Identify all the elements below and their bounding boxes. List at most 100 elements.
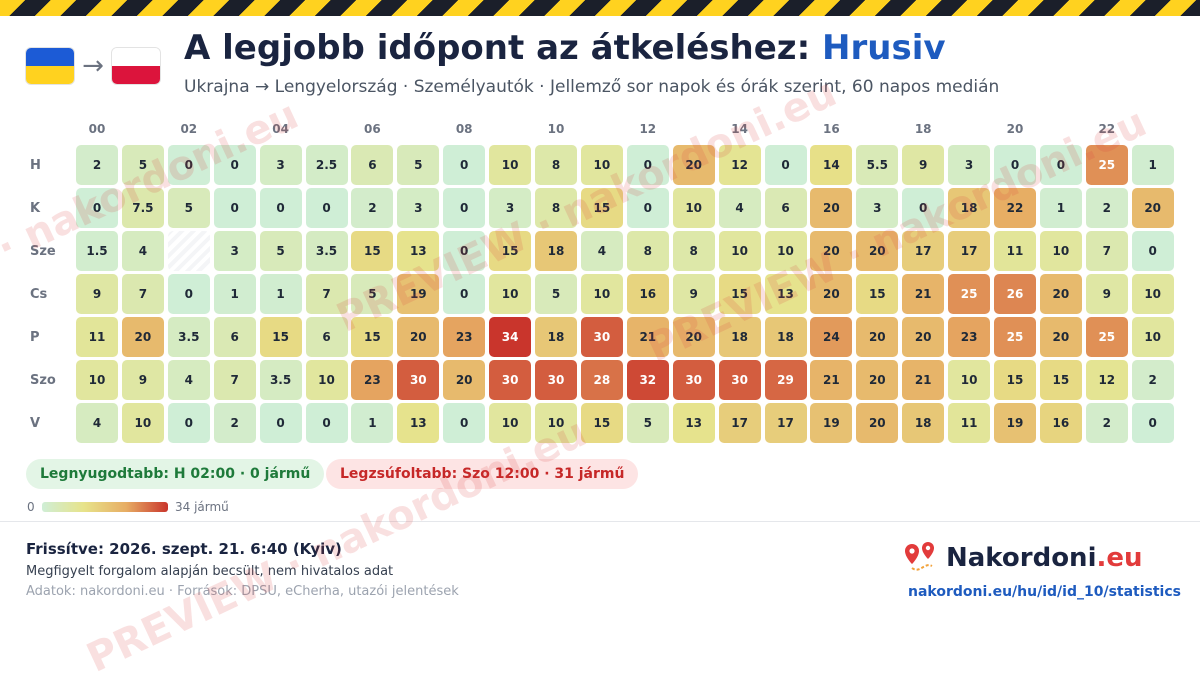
hazard-stripe [0, 0, 1200, 16]
day-tick-label: P [30, 330, 40, 345]
heatmap-cell: 7 [305, 274, 348, 314]
heatmap-cell: 2.5 [305, 145, 348, 185]
heatmap-cell: 0 [994, 145, 1036, 185]
heatmap-cell: 12 [1085, 360, 1128, 400]
heatmap-cell: 22 [994, 188, 1036, 228]
brand-name: Nakordoni.eu [946, 543, 1143, 573]
heatmap-cell: 10 [948, 360, 991, 400]
hour-tick-label: 20 [1006, 122, 1024, 136]
page-title: A legjobb időpont az átkeléshez: Hrusiv [184, 28, 946, 68]
statistics-link[interactable]: nakordoni.eu/hu/id/id_10/statistics [908, 584, 1181, 600]
heatmap-cell: 3 [948, 145, 991, 185]
hour-tick-label: 12 [639, 122, 657, 136]
heatmap-cell: 10 [718, 231, 761, 271]
heatmap-cell: 10 [1131, 274, 1174, 314]
heatmap-cell: 3.5 [305, 231, 348, 271]
route-flags: → [26, 48, 160, 84]
day-tick-label: H [30, 158, 41, 173]
heatmap-cell: 5 [167, 188, 210, 228]
heatmap-cell: 20 [1039, 274, 1082, 314]
title-prefix: A legjobb időpont az átkeléshez: [184, 28, 823, 68]
heatmap-cell: 15 [351, 317, 394, 357]
heatmap-cell: 21 [902, 360, 945, 400]
heatmap-cell: 3 [397, 188, 440, 228]
heatmap-cell: 5.5 [856, 145, 899, 185]
heatmap-cell: 0 [259, 188, 302, 228]
heatmap-cell: 10 [489, 274, 532, 314]
heatmap-cell: 0 [1131, 403, 1174, 443]
heatmap-cell: 4 [167, 360, 210, 400]
heatmap-cell: 0 [259, 403, 302, 443]
heatmap-cell: 20 [856, 403, 899, 443]
heatmap-cell: 20 [810, 231, 853, 271]
heatmap-cell: 9 [76, 274, 118, 314]
heatmap-cell: 0 [443, 274, 486, 314]
heatmap-cell: 11 [948, 403, 991, 443]
heatmap-cell: 17 [902, 231, 945, 271]
heatmap-cell: 8 [535, 188, 577, 228]
heatmap-cell: 5 [535, 274, 577, 314]
map-pin-icon [905, 542, 934, 571]
heatmap-cell: 30 [489, 360, 532, 400]
brand-name-tld: .eu [1096, 543, 1143, 573]
heatmap-cell: 20 [121, 317, 164, 357]
heatmap-cell: 20 [1039, 317, 1082, 357]
heatmap-cell: 1.5 [76, 231, 118, 271]
heatmap-cell: 5 [397, 145, 440, 185]
heatmap-cell: 34 [489, 317, 532, 357]
heatmap-cell: 9 [902, 145, 945, 185]
heatmap-cell: 20 [672, 317, 715, 357]
heatmap-cell: 15 [1039, 360, 1082, 400]
heatmap-cell: 19 [994, 403, 1036, 443]
heatmap-cell: 18 [948, 188, 991, 228]
heatmap-cell: 30 [672, 360, 715, 400]
heatmap-cell: 15 [351, 231, 394, 271]
hour-tick-label: 02 [180, 122, 198, 136]
heatmap-cell: 4 [580, 231, 623, 271]
heatmap-cell: 0 [167, 145, 210, 185]
heatmap-cell: 0 [167, 403, 210, 443]
heatmap-cell: 30 [535, 360, 577, 400]
heatmap-cell: 20 [1131, 188, 1174, 228]
heatmap-cell: 20 [397, 317, 440, 357]
heatmap-cell: 3 [489, 188, 532, 228]
heatmap-cell: 0 [213, 145, 256, 185]
heatmap-cell: 6 [351, 145, 394, 185]
heatmap-cell: 6 [305, 317, 348, 357]
heatmap-cell: 4 [718, 188, 761, 228]
heatmap-cell: 0 [443, 403, 486, 443]
heatmap-cell: 30 [580, 317, 623, 357]
heatmap-cell: 0 [443, 231, 486, 271]
heatmap-cell: 26 [994, 274, 1036, 314]
busiest-badge: Legzsúfoltabb: Szo 12:00 · 31 jármű [326, 459, 639, 489]
heatmap-cell: 11 [76, 317, 118, 357]
hour-tick-label: 14 [731, 122, 748, 136]
heatmap-cell: 0 [167, 274, 210, 314]
heatmap-cell: 21 [626, 317, 669, 357]
heatmap-cell: 17 [764, 403, 807, 443]
poland-flag-icon [112, 48, 160, 84]
hour-tick-label: 06 [364, 122, 381, 136]
title-crossing-name: Hrusiv [822, 28, 946, 68]
heatmap-cell: 15 [259, 317, 302, 357]
heatmap-cell: 16 [1039, 403, 1082, 443]
heatmap-cell: 10 [535, 403, 577, 443]
heatmap-cell: 17 [948, 231, 991, 271]
heatmap-cell: 9 [121, 360, 164, 400]
heatmap-cell: 0 [305, 403, 348, 443]
heatmap-cell: 0 [1039, 145, 1082, 185]
heatmap-cell: 12 [718, 145, 761, 185]
calmest-badge: Legnyugodtabb: H 02:00 · 0 jármű [26, 459, 325, 489]
heatmap-cell: 7 [121, 274, 164, 314]
heatmap-cell: 16 [626, 274, 669, 314]
heatmap-cell: 18 [764, 317, 807, 357]
heatmap-cell: 30 [718, 360, 761, 400]
heatmap-cell: 0 [443, 188, 486, 228]
heatmap-cell: 15 [489, 231, 532, 271]
heatmap-cell: 18 [902, 403, 945, 443]
updated-timestamp: Frissítve: 2026. szept. 21. 6:40 (Kyiv) [26, 540, 342, 558]
heatmap-cell: 15 [718, 274, 761, 314]
heatmap-cell: 15 [580, 403, 623, 443]
heatmap-cell: 29 [764, 360, 807, 400]
heatmap-cell: 2 [1131, 360, 1174, 400]
